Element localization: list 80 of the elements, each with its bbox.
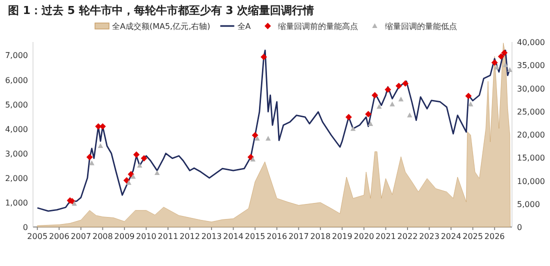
- point: [346, 114, 352, 120]
- point: [491, 59, 498, 66]
- point: [396, 82, 402, 90]
- x-tick-label: 2015: [244, 232, 266, 241]
- point: [137, 162, 142, 168]
- x-tick-label: 2018: [310, 232, 331, 241]
- point: [384, 86, 392, 93]
- point: [402, 80, 409, 87]
- chart-title: 图 1：过去 5 轮牛市中，每轮牛市都至少有 3 次缩量回调行情: [8, 4, 314, 17]
- y2-tick-label: 5,000: [517, 200, 540, 209]
- x-tick-label: 2010: [136, 232, 156, 241]
- y-tick-label: 6,000: [5, 76, 28, 85]
- legend-label: 缩量回调的量能低点: [384, 22, 457, 31]
- y-tick-label: 1,000: [5, 198, 28, 208]
- point: [468, 102, 474, 106]
- point: [252, 132, 258, 138]
- point: [502, 62, 508, 68]
- point: [133, 151, 140, 158]
- point: [130, 174, 136, 179]
- y2-tick-label: 35,000: [517, 61, 545, 70]
- point: [407, 112, 412, 118]
- y2-tick-label: 30,000: [517, 84, 545, 94]
- point: [376, 104, 382, 109]
- x-tick-label: 2022: [397, 232, 418, 241]
- point: [72, 200, 77, 206]
- legend-label: 全A成交额(MA5,亿元,右轴): [112, 22, 210, 31]
- point: [494, 64, 500, 70]
- point: [140, 155, 148, 162]
- y-tick-label: 3,000: [5, 149, 28, 158]
- x-tick-label: 2014: [223, 232, 244, 241]
- point: [248, 154, 254, 160]
- y2-tick-label: 20,000: [517, 130, 545, 140]
- point: [501, 50, 508, 56]
- point: [398, 96, 404, 102]
- x-tick-label: 2005: [27, 232, 48, 241]
- x-tick-label: 2009: [114, 232, 135, 241]
- x-tick-label: 2017: [288, 232, 309, 241]
- point: [350, 126, 356, 131]
- x-tick-label: 2006: [48, 232, 70, 241]
- x-tick-label: 2008: [92, 232, 113, 241]
- x-tick-label: 2012: [180, 232, 200, 241]
- x-tick-label: 2016: [266, 232, 288, 241]
- y2-tick-label: 0: [517, 223, 522, 232]
- point: [368, 121, 374, 126]
- point: [260, 54, 267, 60]
- point: [465, 92, 472, 100]
- x-tick-label: 2007: [70, 232, 92, 241]
- x-tick-label: 2025: [462, 232, 483, 241]
- y-tick-label: 0: [22, 223, 28, 232]
- y-tick-label: 7,000: [5, 51, 28, 60]
- y2-tick-label: 10,000: [517, 176, 545, 186]
- point: [372, 92, 378, 98]
- point: [365, 110, 372, 118]
- point: [89, 160, 94, 166]
- x-tick-label: 2013: [201, 232, 222, 241]
- y2-tick-label: 25,000: [517, 107, 545, 116]
- y2-tick-label: 15,000: [517, 154, 545, 163]
- point: [390, 102, 395, 106]
- x-tick-label: 2011: [158, 232, 178, 241]
- x-tick-label: 2019: [332, 232, 352, 241]
- point: [98, 143, 104, 148]
- point: [154, 170, 160, 176]
- point: [266, 136, 271, 141]
- legend-label: 全A: [237, 22, 252, 31]
- x-tick-label: 2021: [376, 232, 396, 241]
- x-tick-label: 2024: [440, 232, 462, 241]
- point: [498, 53, 504, 60]
- y2-tick-label: 40,000: [517, 38, 545, 47]
- x-tick-label: 2020: [354, 232, 374, 241]
- point: [507, 67, 512, 72]
- x-tick-label: 2026: [484, 232, 505, 241]
- y-tick-label: 4,000: [5, 124, 28, 134]
- y-tick-label: 2,000: [5, 174, 28, 183]
- point: [126, 180, 132, 185]
- point: [86, 154, 93, 160]
- point: [254, 136, 260, 141]
- x-tick-label: 2023: [419, 232, 440, 241]
- legend-label: 缩量回调前的量能高点: [278, 22, 358, 31]
- y-tick-label: 5,000: [5, 100, 28, 110]
- point: [250, 156, 256, 162]
